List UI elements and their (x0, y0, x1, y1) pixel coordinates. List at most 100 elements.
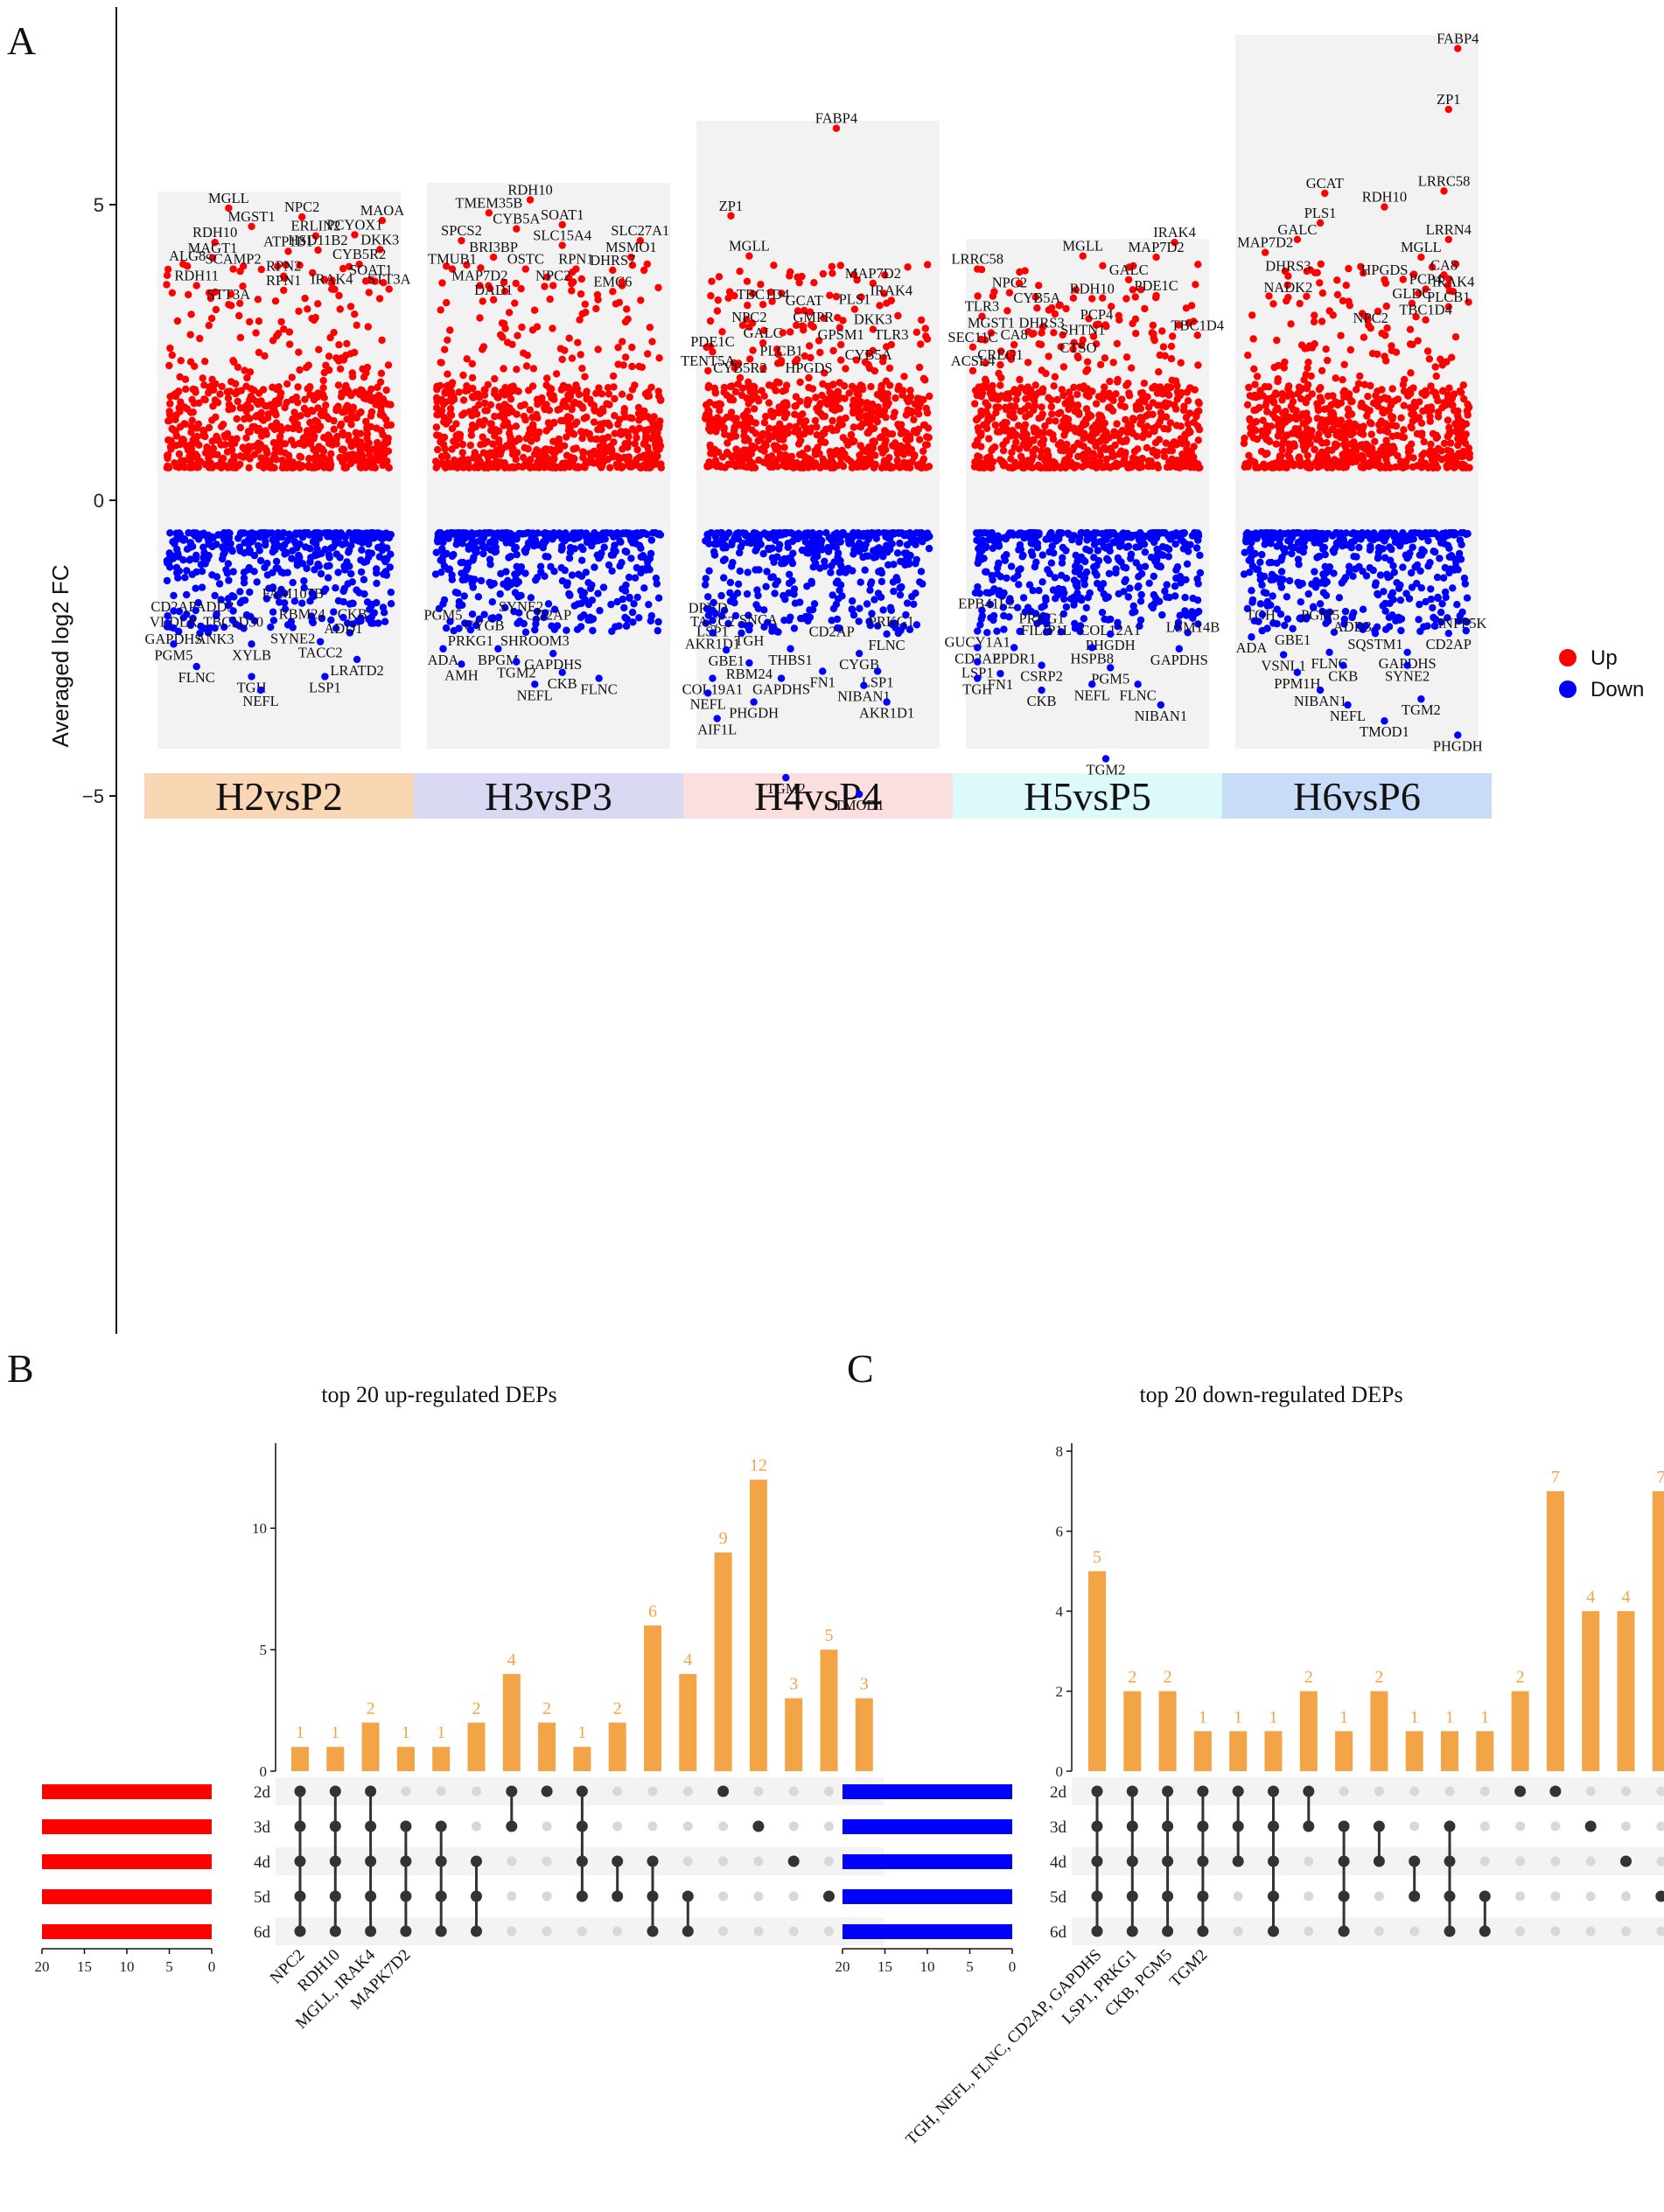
up-point (886, 381, 894, 389)
up-point (463, 382, 471, 390)
up-point (581, 373, 589, 380)
up-point (200, 427, 208, 436)
up-point (269, 464, 276, 471)
up-point (377, 369, 386, 377)
up-point (625, 453, 633, 461)
down-point (988, 529, 996, 537)
up-point (325, 464, 333, 471)
up-point (840, 382, 849, 390)
up-point (800, 464, 808, 471)
down-point (341, 540, 350, 548)
down-point (235, 543, 243, 551)
up-point (1172, 422, 1181, 429)
up-point (984, 454, 992, 462)
down-point (1121, 577, 1129, 586)
up-point (356, 445, 364, 453)
down-point (1078, 596, 1086, 604)
up-point (1118, 395, 1126, 403)
up-point (171, 459, 178, 467)
up-point (187, 429, 195, 436)
up-point (652, 440, 660, 448)
up-point (1100, 426, 1108, 434)
up-point (603, 400, 611, 408)
down-point (773, 577, 782, 585)
up-point (605, 422, 613, 429)
down-point (488, 598, 496, 606)
up-point (218, 382, 226, 391)
up-point (1158, 327, 1166, 335)
down-point (375, 529, 383, 538)
up-point (262, 427, 269, 435)
up-point (530, 464, 539, 471)
down-point (788, 559, 797, 568)
up-point (1155, 436, 1164, 443)
up-point (224, 394, 233, 402)
down-point (289, 578, 297, 587)
up-point (247, 404, 255, 412)
gene-label: TMOD1 (835, 797, 884, 813)
up-point (1065, 405, 1073, 414)
up-point (528, 437, 535, 445)
up-point (166, 411, 174, 419)
down-point (263, 559, 271, 568)
up-point (1092, 457, 1100, 465)
up-point (446, 326, 454, 334)
gene-label: CYB5A (845, 346, 892, 363)
up-point (640, 266, 648, 275)
down-point (910, 600, 918, 608)
up-point (573, 385, 582, 393)
up-point (1017, 452, 1025, 461)
up-point (1129, 319, 1136, 328)
gene-label: ADD1 (324, 620, 362, 637)
down-point (855, 618, 863, 625)
down-point (514, 569, 521, 577)
up-point (656, 417, 664, 425)
down-point (654, 594, 663, 602)
up-point (1082, 455, 1091, 463)
down-point (217, 596, 225, 604)
down-point (1183, 611, 1191, 619)
up-point (614, 344, 622, 352)
down-point (849, 550, 857, 558)
up-point (1108, 407, 1117, 415)
down-point (179, 614, 187, 622)
down-point (591, 563, 598, 571)
down-point (743, 590, 752, 598)
up-point (1048, 410, 1056, 418)
down-point (622, 581, 630, 590)
down-point (568, 571, 577, 579)
up-point (301, 395, 309, 403)
up-point (884, 399, 892, 408)
down-point (890, 561, 898, 569)
up-point (1084, 390, 1092, 398)
up-point (816, 463, 824, 471)
down-point (301, 529, 309, 537)
up-point (632, 428, 640, 436)
down-point (544, 553, 552, 561)
down-point (1165, 593, 1173, 602)
gene-label: NEFL (242, 693, 278, 709)
up-point (278, 464, 287, 471)
down-point (194, 598, 202, 607)
comparison-label: H5vsP5 (1024, 774, 1151, 819)
up-point (826, 291, 834, 299)
up-point (1103, 392, 1111, 400)
up-point (236, 452, 244, 460)
gene-label: RBM24 (726, 666, 773, 682)
up-point (257, 432, 266, 440)
up-point (277, 317, 285, 326)
up-point (342, 352, 350, 359)
down-point (166, 529, 174, 537)
up-point (713, 307, 722, 315)
down-point (1038, 551, 1047, 559)
up-point (1162, 439, 1171, 447)
up-point (458, 449, 466, 457)
up-point (175, 464, 183, 471)
down-point (468, 531, 477, 539)
down-point (848, 606, 856, 614)
down-point (646, 555, 654, 562)
down-point (360, 558, 368, 566)
up-point (876, 302, 884, 310)
up-point (234, 397, 241, 406)
